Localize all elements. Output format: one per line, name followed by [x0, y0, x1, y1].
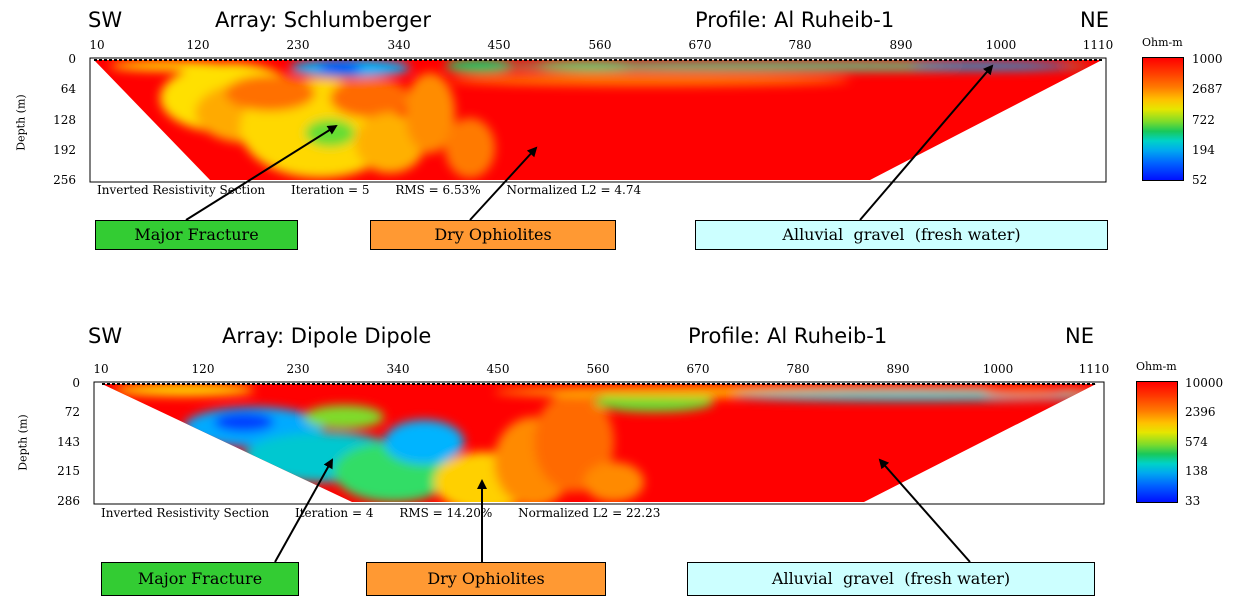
x-tick: 670 [688, 38, 712, 52]
x-tick: 1110 [1078, 362, 1110, 376]
y-axis-label: Depth (m) [16, 414, 30, 471]
x-tick: 1000 [985, 38, 1017, 52]
major-fracture-label: Major Fracture [101, 562, 299, 596]
footer-iteration: Iteration = 4 [294, 506, 374, 520]
y-tick: 215 [57, 464, 80, 478]
y-tick: 286 [57, 494, 80, 508]
x-tick: 670 [686, 362, 710, 376]
colorbar [1136, 381, 1178, 503]
x-tick: 560 [588, 38, 612, 52]
footer-section: Inverted Resistivity Section [101, 506, 270, 520]
x-tick: 450 [487, 38, 511, 52]
footer-rms: RMS = 14.20% [399, 506, 493, 520]
x-tick: 340 [387, 38, 411, 52]
colorbar-value: 138 [1185, 464, 1208, 478]
y-tick: 128 [53, 113, 76, 127]
y-tick: 143 [57, 435, 80, 449]
array-title: Array: Dipole Dipole [222, 324, 432, 348]
direction-sw-label: SW [88, 324, 123, 348]
footer-l2: Normalized L2 = 22.23 [518, 506, 661, 520]
x-tick: 890 [889, 38, 913, 52]
colorbar-value: 1000 [1192, 52, 1223, 66]
x-tick: 10 [89, 38, 105, 52]
y-tick: 192 [53, 143, 76, 157]
inversion-footer: Inverted Resistivity Section Iteration =… [101, 506, 682, 520]
x-tick: 890 [886, 362, 910, 376]
x-tick: 780 [786, 362, 810, 376]
colorbar [1142, 57, 1184, 181]
y-tick: 0 [72, 376, 80, 390]
x-tick: 120 [191, 362, 215, 376]
colorbar-value: 2687 [1192, 82, 1223, 96]
x-tick: 10 [93, 362, 109, 376]
x-tick: 780 [788, 38, 812, 52]
alluvial-gravel-label: Alluvial gravel (fresh water) [687, 562, 1095, 596]
y-tick: 72 [64, 405, 80, 419]
x-tick: 120 [186, 38, 210, 52]
direction-ne-label: NE [1065, 324, 1094, 348]
colorbar-value: 33 [1185, 494, 1201, 508]
colorbar-value: 574 [1185, 435, 1208, 449]
dry-ophiolites-label: Dry Ophiolites [366, 562, 606, 596]
profile-title: Profile: Al Ruheib-1 [688, 324, 888, 348]
footer-rms: RMS = 6.53% [395, 183, 481, 197]
x-tick: 1110 [1082, 38, 1114, 52]
colorbar-value: 10000 [1185, 376, 1224, 390]
y-tick: 64 [60, 82, 76, 96]
y-tick: 256 [53, 173, 76, 187]
footer-l2: Normalized L2 = 4.74 [506, 183, 642, 197]
direction-ne-label: NE [1080, 8, 1109, 32]
x-tick: 230 [286, 38, 310, 52]
dry-ophiolites-label: Dry Ophiolites [370, 220, 616, 250]
colorbar-value: 52 [1192, 173, 1208, 187]
colorbar-value: 722 [1192, 113, 1215, 127]
profile-title: Profile: Al Ruheib-1 [695, 8, 895, 32]
y-tick: 0 [68, 52, 76, 66]
direction-sw-label: SW [88, 8, 123, 32]
x-tick: 1000 [982, 362, 1014, 376]
colorbar-value: 194 [1192, 143, 1215, 157]
x-tick: 230 [286, 362, 310, 376]
colorbar-unit: Ohm-m [1136, 360, 1177, 373]
resistivity-section-2 [93, 381, 1105, 505]
alluvial-gravel-label: Alluvial gravel (fresh water) [695, 220, 1108, 250]
x-tick: 450 [486, 362, 510, 376]
colorbar-value: 2396 [1185, 405, 1216, 419]
x-tick: 340 [386, 362, 410, 376]
colorbar-unit: Ohm-m [1142, 36, 1183, 49]
x-tick: 560 [586, 362, 610, 376]
array-title: Array: Schlumberger [215, 8, 431, 32]
